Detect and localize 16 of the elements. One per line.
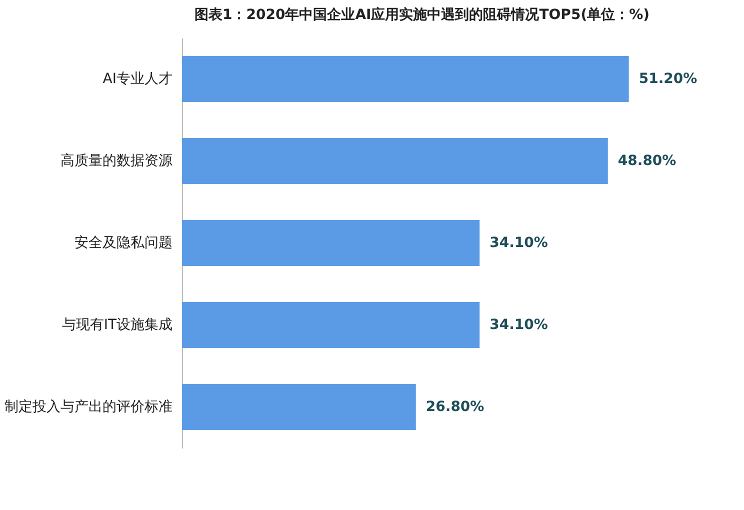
bar [182, 384, 416, 430]
data-label: 51.20% [638, 71, 698, 87]
y-tick-label: AI专业人才 [102, 71, 172, 87]
data-label: 34.10% [490, 317, 548, 333]
data-label: 26.80% [426, 399, 484, 415]
bar [182, 138, 608, 184]
y-tick-label: 高质量的数据资源 [60, 153, 172, 169]
chart-title: 图表1：2020年中国企业AI应用实施中遇到的阻碍情况TOP5(单位：%) [194, 6, 650, 23]
bar [182, 56, 629, 102]
y-tick-label: 安全及隐私问题 [74, 235, 172, 251]
y-tick-label: 与现有IT设施集成 [62, 317, 172, 333]
data-label: 48.80% [618, 153, 676, 169]
data-label: 34.10% [490, 235, 548, 251]
bar [182, 220, 480, 266]
bar [182, 302, 480, 348]
y-tick-label: 制定投入与产出的评价标准 [4, 399, 172, 415]
